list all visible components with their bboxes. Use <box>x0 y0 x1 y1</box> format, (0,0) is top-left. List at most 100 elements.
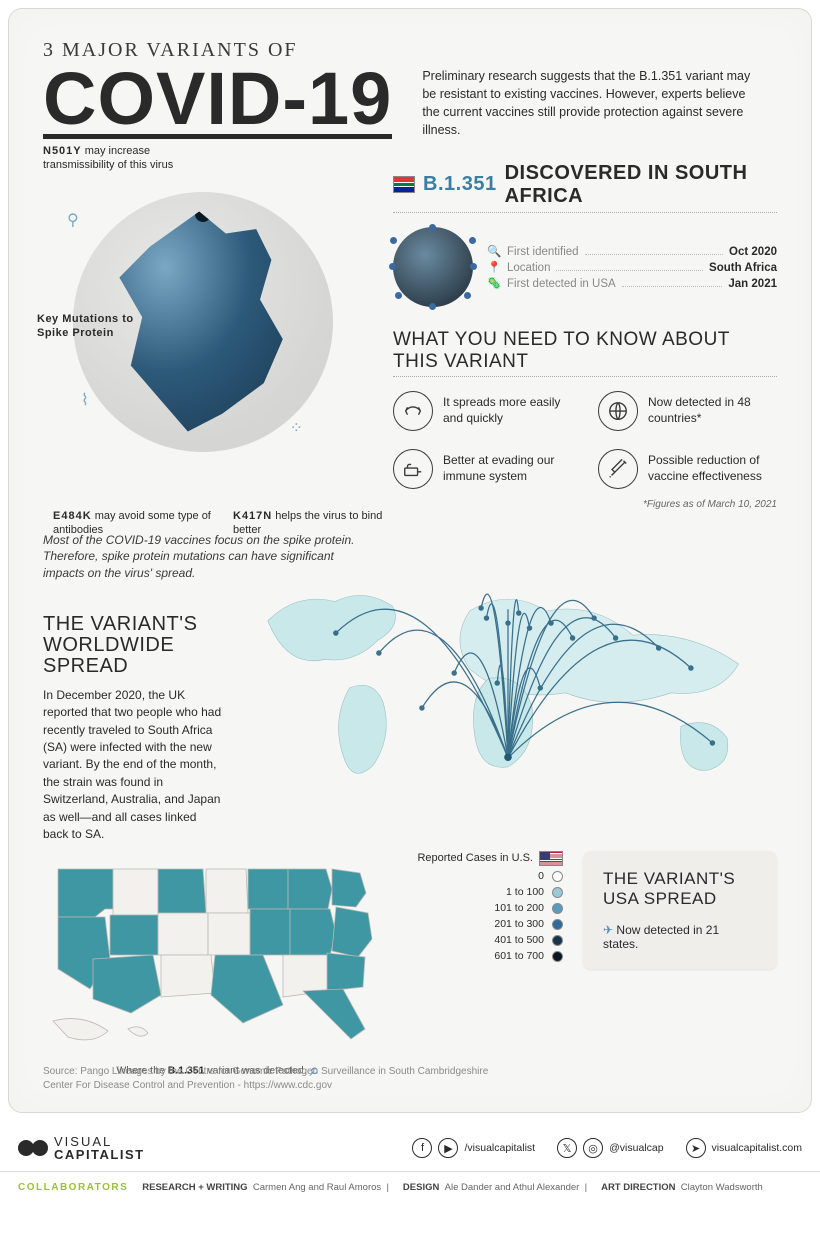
fact-list: 🔍 First identified Oct 2020 📍 Location S… <box>487 242 777 292</box>
search-icon: 🔍 <box>487 244 501 258</box>
legend-label: 101 to 200 <box>494 902 544 914</box>
main-title: COVID-19 <box>43 64 392 139</box>
annotation-key-mutations: Key Mutations to Spike Protein <box>37 312 157 341</box>
world-title: THE VARIANT'S WORLDWIDE SPREAD <box>43 614 223 677</box>
mutation-code: E484K <box>53 510 92 522</box>
world-body: In December 2020, the UK reported that t… <box>43 687 223 844</box>
legend-dot <box>552 887 563 898</box>
youtube-icon[interactable]: ▶ <box>438 1138 458 1158</box>
feature-text: It spreads more easily and quickly <box>443 395 572 426</box>
handle-text: @visualcap <box>609 1142 663 1154</box>
legend-dot <box>552 903 563 914</box>
virus-icon: 🦠 <box>487 276 501 290</box>
variant-headline: DISCOVERED IN SOUTH AFRICA <box>505 162 777 208</box>
mutation-code: N501Y <box>43 145 82 157</box>
immune-icon <box>393 449 433 489</box>
usa-card-body: ✈ Now detected in 21 states. <box>603 923 757 951</box>
feature-text: Possible reduction of vaccine effectiven… <box>648 453 777 484</box>
intro-text: Preliminary research suggests that the B… <box>422 67 752 140</box>
annotation-e484k: E484K may avoid some type of antibodies <box>53 507 213 538</box>
handle-text: /visualcapitalist <box>464 1142 535 1154</box>
fact-label: First identified <box>507 246 579 258</box>
leader-dots <box>556 260 703 270</box>
pin-icon: 📍 <box>487 260 501 274</box>
facebook-icon[interactable]: f <box>412 1138 432 1158</box>
leader-dots <box>585 244 723 254</box>
variant-overview: N501Y may increase transmissibility of t… <box>43 162 777 510</box>
fact-line: 📍 Location South Africa <box>487 260 777 274</box>
source-line: Source: Pango Lineages by the Centre for… <box>43 1065 777 1079</box>
feature-grid: It spreads more easily and quickly Now d… <box>393 391 777 489</box>
credit-names: Ale Dander and Athul Alexander <box>445 1182 580 1193</box>
credit-role: RESEARCH + WRITING <box>142 1182 247 1193</box>
instagram-icon[interactable]: ◎ <box>583 1138 603 1158</box>
infographic-card: 3 MAJOR VARIANTS OF COVID-19 Preliminary… <box>8 8 812 1113</box>
social-links: f ▶ /visualcapitalist 𝕏 ◎ @visualcap ➤ v… <box>412 1138 802 1158</box>
legend-label: 1 to 100 <box>506 886 544 898</box>
legend-label: 401 to 500 <box>494 934 544 946</box>
legend-row: 1 to 100 <box>413 886 563 898</box>
usa-section: Where the B.1.351 variant was detected. … <box>43 851 777 1051</box>
credit-item: ART DIRECTION Clayton Wadsworth <box>601 1182 763 1193</box>
annotation-n501y: N501Y may increase transmissibility of t… <box>43 144 213 173</box>
dna-icon: ⌇ <box>81 390 89 410</box>
usa-spread-card: THE VARIANT'S USA SPREAD ✈ Now detected … <box>583 851 777 969</box>
source-citation: Source: Pango Lineages by the Centre for… <box>43 1065 777 1092</box>
collab-label: COLLABORATORS <box>18 1182 128 1193</box>
world-spread-section: THE VARIANT'S WORLDWIDE SPREAD In Decemb… <box>43 588 777 844</box>
legend-label: 0 <box>538 870 544 882</box>
fact-line: 🔍 First identified Oct 2020 <box>487 244 777 258</box>
footer-bar: VISUAL CAPITALIST f ▶ /visualcapitalist … <box>0 1121 820 1171</box>
annotation-k417n: K417N helps the virus to bind better <box>233 509 383 538</box>
magnify-icon: ⚲ <box>67 210 79 230</box>
globe-icon <box>598 391 638 431</box>
virus-icon <box>393 227 473 307</box>
us-map: Where the B.1.351 variant was detected. … <box>43 851 393 1051</box>
legend-row: 401 to 500 <box>413 934 563 946</box>
brand-logo: VISUAL CAPITALIST <box>18 1135 145 1161</box>
twitter-icon[interactable]: 𝕏 <box>557 1138 577 1158</box>
collaborators-bar: COLLABORATORS RESEARCH + WRITING Carmen … <box>0 1171 820 1203</box>
us-legend: Reported Cases in U.S. 01 to 100101 to 2… <box>413 851 563 966</box>
spread-icon <box>393 391 433 431</box>
bacteria-icon: ⁘ <box>290 418 303 438</box>
legend-row: 601 to 700 <box>413 950 563 962</box>
leader-dots <box>622 276 723 286</box>
credit-names: Carmen Ang and Raul Amoros <box>253 1182 381 1193</box>
legend-dot <box>552 935 563 946</box>
legend-dot <box>552 951 563 962</box>
fact-label: First detected in USA <box>507 278 616 290</box>
brand-mark-icon <box>18 1137 48 1159</box>
variant-header: B.1.351 DISCOVERED IN SOUTH AFRICA <box>393 162 777 213</box>
feature-text: Better at evading our immune system <box>443 453 572 484</box>
fact-value: Jan 2021 <box>728 278 777 290</box>
legend-label: 601 to 700 <box>494 950 544 962</box>
wyntk-title: WHAT YOU NEED TO KNOW ABOUT THIS VARIANT <box>393 329 777 377</box>
us-flag-icon <box>539 851 563 866</box>
usa-card-text: Now detected in 21 states. <box>603 923 719 951</box>
fact-line: 🦠 First detected in USA Jan 2021 <box>487 276 777 290</box>
variant-facts: 🔍 First identified Oct 2020 📍 Location S… <box>393 227 777 307</box>
title-block: 3 MAJOR VARIANTS OF COVID-19 <box>43 39 392 139</box>
plane-icon: ✈ <box>603 923 613 937</box>
spike-protein-figure: N501Y may increase transmissibility of t… <box>43 162 373 510</box>
brand-text: VISUAL CAPITALIST <box>54 1135 145 1161</box>
fact-label: Location <box>507 262 550 274</box>
usa-card-title: THE VARIANT'S USA SPREAD <box>603 869 757 909</box>
legend-label: 201 to 300 <box>494 918 544 930</box>
credit-names: Clayton Wadsworth <box>681 1182 763 1193</box>
fact-value: South Africa <box>709 262 777 274</box>
header-row: 3 MAJOR VARIANTS OF COVID-19 Preliminary… <box>43 39 777 140</box>
feature-text: Now detected in 48 countries* <box>648 395 777 426</box>
legend-dot <box>552 919 563 930</box>
web-icon[interactable]: ➤ <box>686 1138 706 1158</box>
feature-item: Better at evading our immune system <box>393 449 572 489</box>
legend-row: 0 <box>413 870 563 882</box>
south-africa-flag-icon <box>393 176 415 193</box>
legend-row: 101 to 200 <box>413 902 563 914</box>
variant-details: B.1.351 DISCOVERED IN SOUTH AFRICA 🔍 <box>393 162 777 510</box>
world-map <box>239 558 777 818</box>
handle-text: visualcapitalist.com <box>712 1142 802 1154</box>
fact-value: Oct 2020 <box>729 246 777 258</box>
credit-item: RESEARCH + WRITING Carmen Ang and Raul A… <box>142 1182 389 1193</box>
